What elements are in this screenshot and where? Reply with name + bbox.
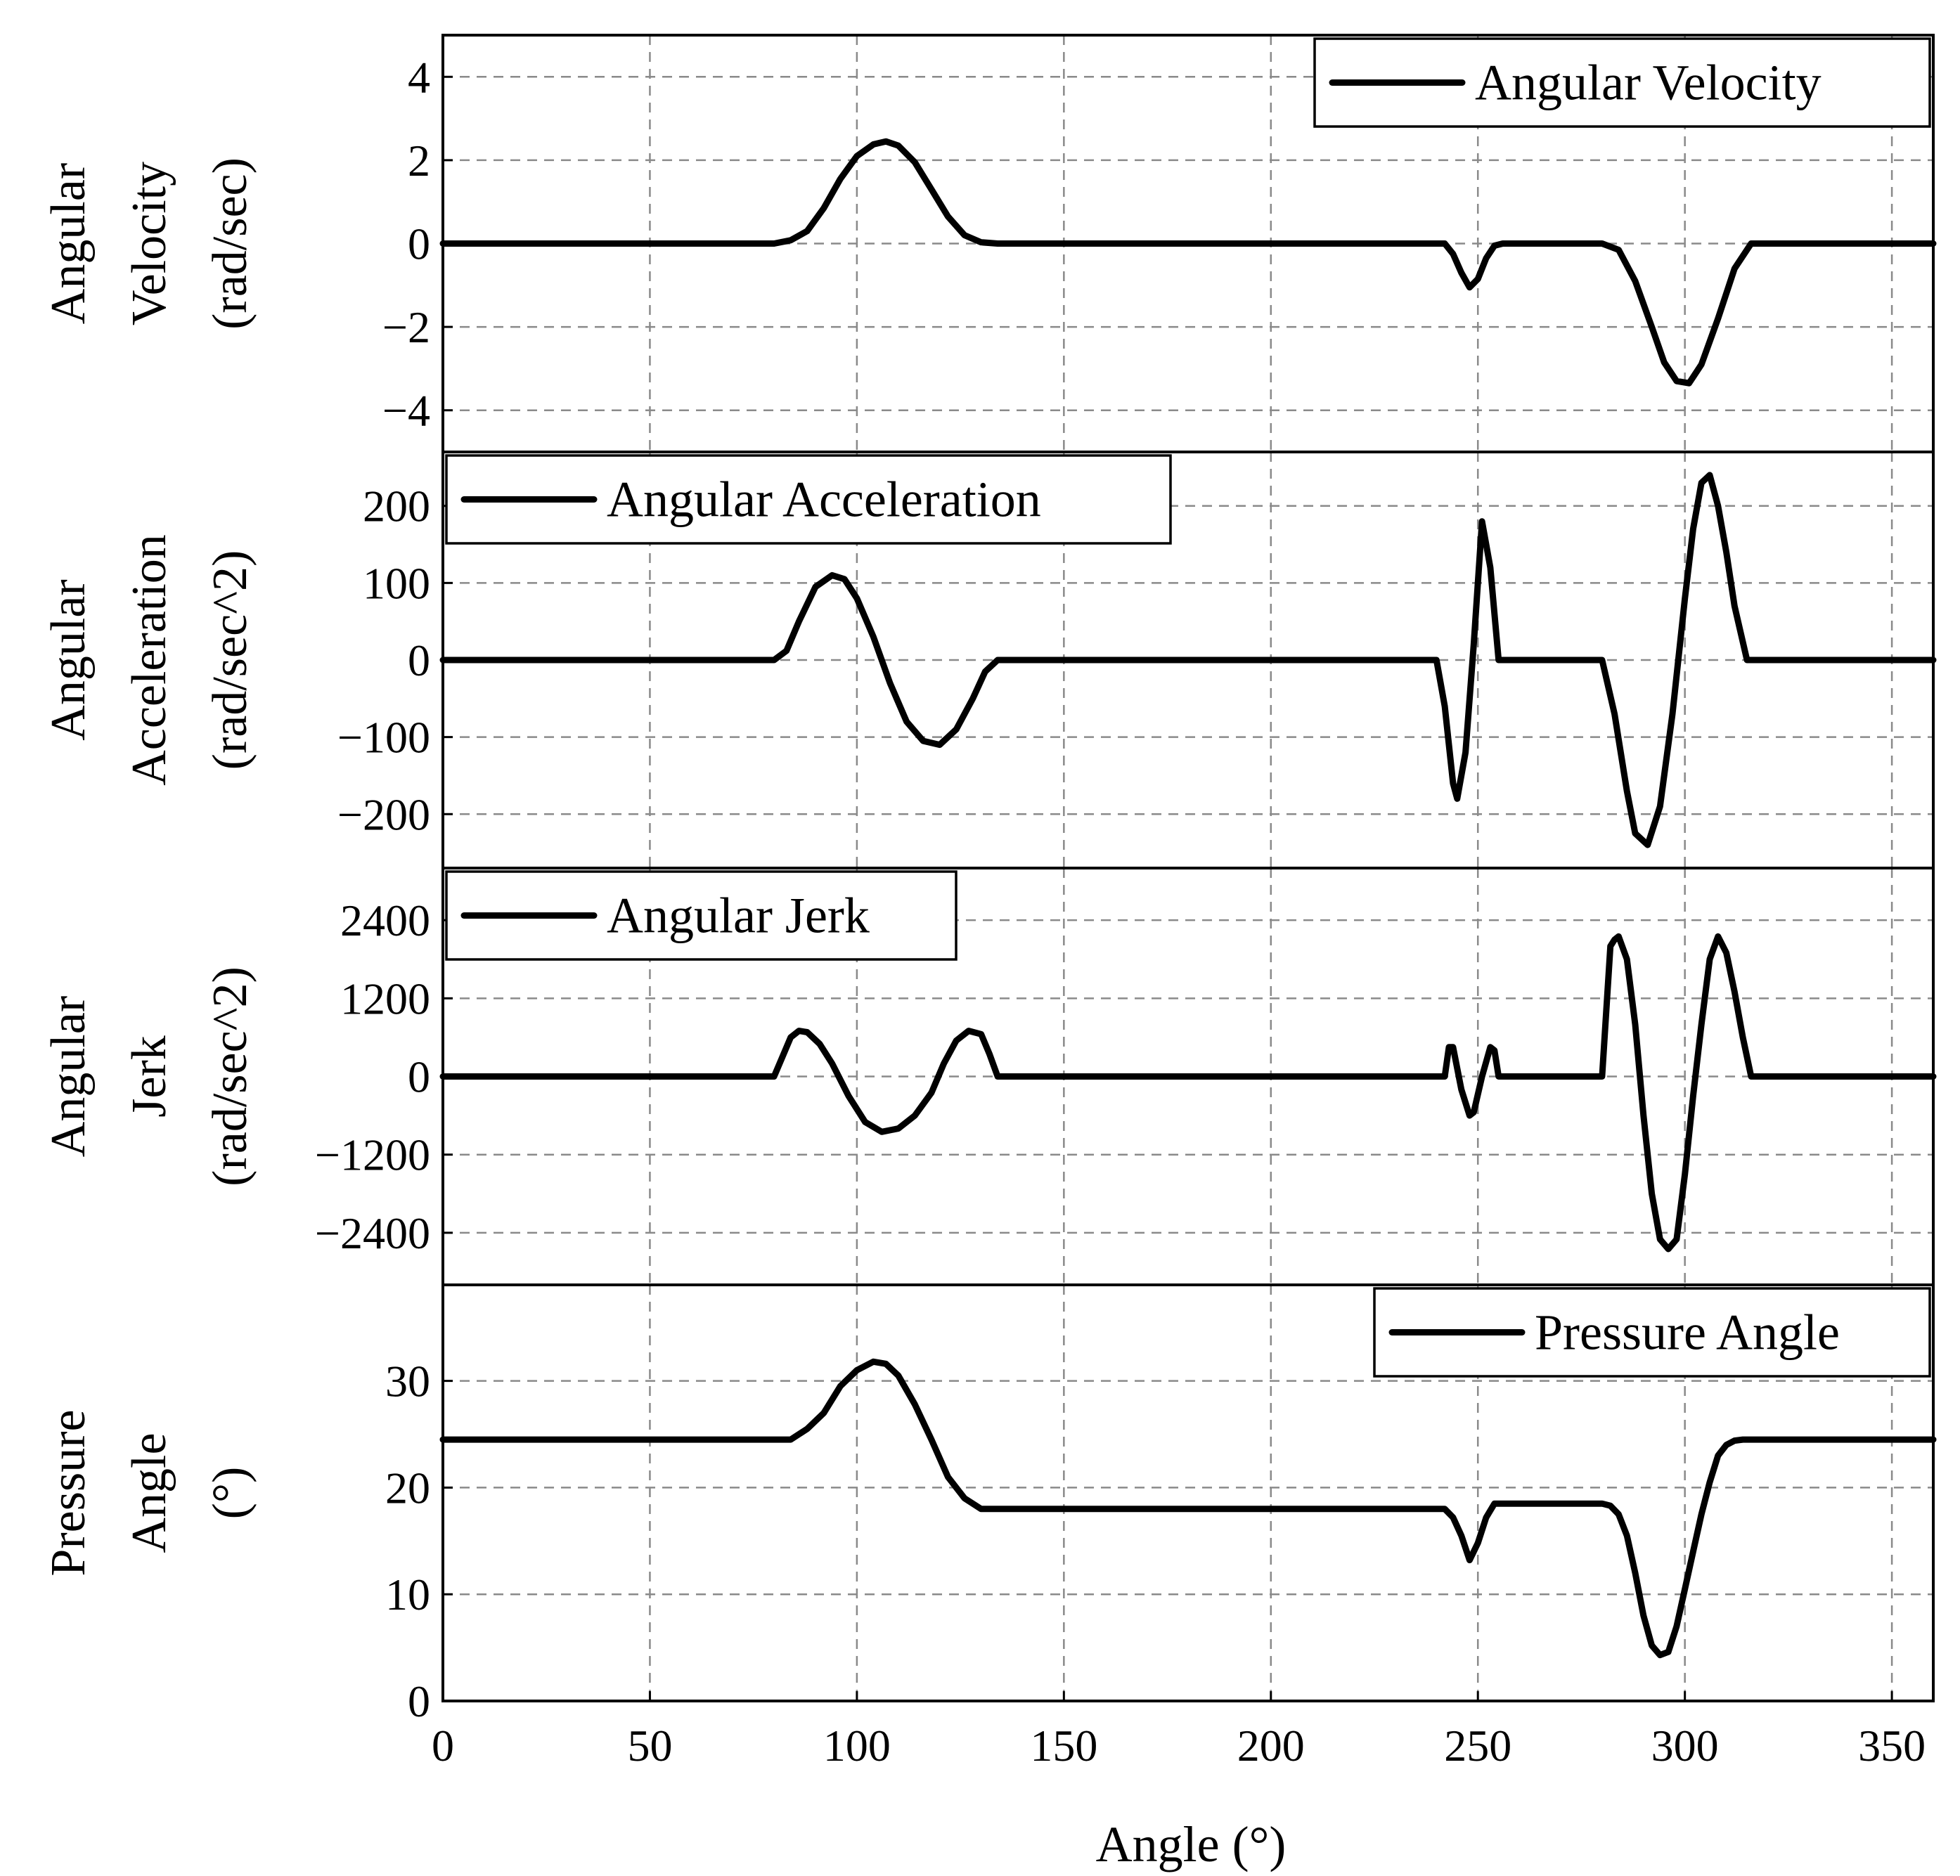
y-tick-label: 10 xyxy=(385,1570,430,1619)
y-axis-label-line: Angular xyxy=(41,579,96,740)
legend: Pressure Angle xyxy=(1373,1287,1931,1378)
y-tick-label: −1200 xyxy=(315,1130,430,1180)
y-axis-label-line: Angular xyxy=(41,163,96,324)
legend-label: Angular Jerk xyxy=(607,888,870,944)
y-tick-label: 100 xyxy=(363,558,430,608)
series-line-2 xyxy=(439,472,1937,848)
y-axis-label-line: Velocity xyxy=(122,162,176,325)
panel-1: −4 −2 0 2 4 Angular Velocity Angular Velocity (r… xyxy=(41,34,1937,453)
y-tick-label: −100 xyxy=(337,713,430,763)
y-tick-label: 0 xyxy=(408,1052,430,1102)
x-tick-label: 350 xyxy=(1858,1721,1926,1771)
x-tick-label: 300 xyxy=(1651,1721,1719,1771)
y-tick-label: −2400 xyxy=(315,1208,430,1258)
y-tick-label: 0 xyxy=(408,219,430,269)
y-tick-label: −4 xyxy=(382,386,430,436)
y-tick-label: 1200 xyxy=(340,973,430,1023)
y-axis-label-line: Acceleration xyxy=(122,534,176,786)
legend: Angular Velocity xyxy=(1313,37,1931,128)
panel-3: −2400 −1200 0 1200 2400 Angular Jerk Angular Je… xyxy=(41,867,1937,1286)
legend: Angular Acceleration xyxy=(445,454,1172,545)
x-axis-label: Angle (°) xyxy=(1096,1816,1287,1872)
legend-label: Pressure Angle xyxy=(1535,1305,1840,1361)
series-line-3 xyxy=(439,933,1937,1253)
series-line-4 xyxy=(439,1358,1937,1659)
y-axis-label-line: (rad/sec^2) xyxy=(203,966,257,1186)
x-axis: 0 50 100 150 200 250 300 350 xyxy=(432,1691,1926,1771)
plot-frame xyxy=(441,1283,1935,1702)
y-axis-label-line: (rad/sec^2) xyxy=(203,550,257,770)
y-tick-label: 20 xyxy=(385,1463,430,1513)
panel-4: 0 10 20 30 Pressure Angle Pressure Angle (°) xyxy=(41,1283,1937,1726)
x-tick-label: 250 xyxy=(1444,1721,1511,1771)
y-tick-label: 2 xyxy=(408,136,430,186)
x-tick-label: 150 xyxy=(1030,1721,1097,1771)
legend-box xyxy=(445,454,1172,545)
x-tick-label: 0 xyxy=(432,1721,454,1771)
y-tick-label: 4 xyxy=(408,52,430,102)
y-axis-label-line: (°) xyxy=(203,1467,257,1520)
legend-label: Angular Velocity xyxy=(1475,55,1822,111)
x-tick-label: 100 xyxy=(823,1721,891,1771)
x-tick-label: 200 xyxy=(1237,1721,1305,1771)
y-tick-label: 2400 xyxy=(340,895,430,945)
y-axis-label-line: Angle xyxy=(122,1432,176,1553)
y-axis-label-line: (rad/sec) xyxy=(203,157,257,330)
panels: −4 −2 0 2 4 Angular Velocity Angular Velocity (r… xyxy=(41,34,1937,1726)
y-tick-label: 30 xyxy=(385,1357,430,1406)
y-tick-label: 200 xyxy=(363,481,430,531)
legend-label: Angular Acceleration xyxy=(607,472,1041,528)
y-tick-label: 0 xyxy=(408,1676,430,1726)
y-axis-label-line: Pressure xyxy=(41,1409,96,1576)
y-tick-label: −200 xyxy=(337,789,430,839)
y-tick-label: −2 xyxy=(382,302,430,352)
y-axis-label-line: Jerk xyxy=(122,1035,176,1118)
panel-2: −200 −100 0 100 200 Angular Acceleration Angul… xyxy=(41,451,1937,869)
y-axis-label-line: Angular xyxy=(41,996,96,1157)
y-tick-label: 0 xyxy=(408,635,430,685)
x-tick-label: 50 xyxy=(627,1721,672,1771)
legend: Angular Jerk xyxy=(445,870,958,961)
series-line-1 xyxy=(439,138,1937,387)
